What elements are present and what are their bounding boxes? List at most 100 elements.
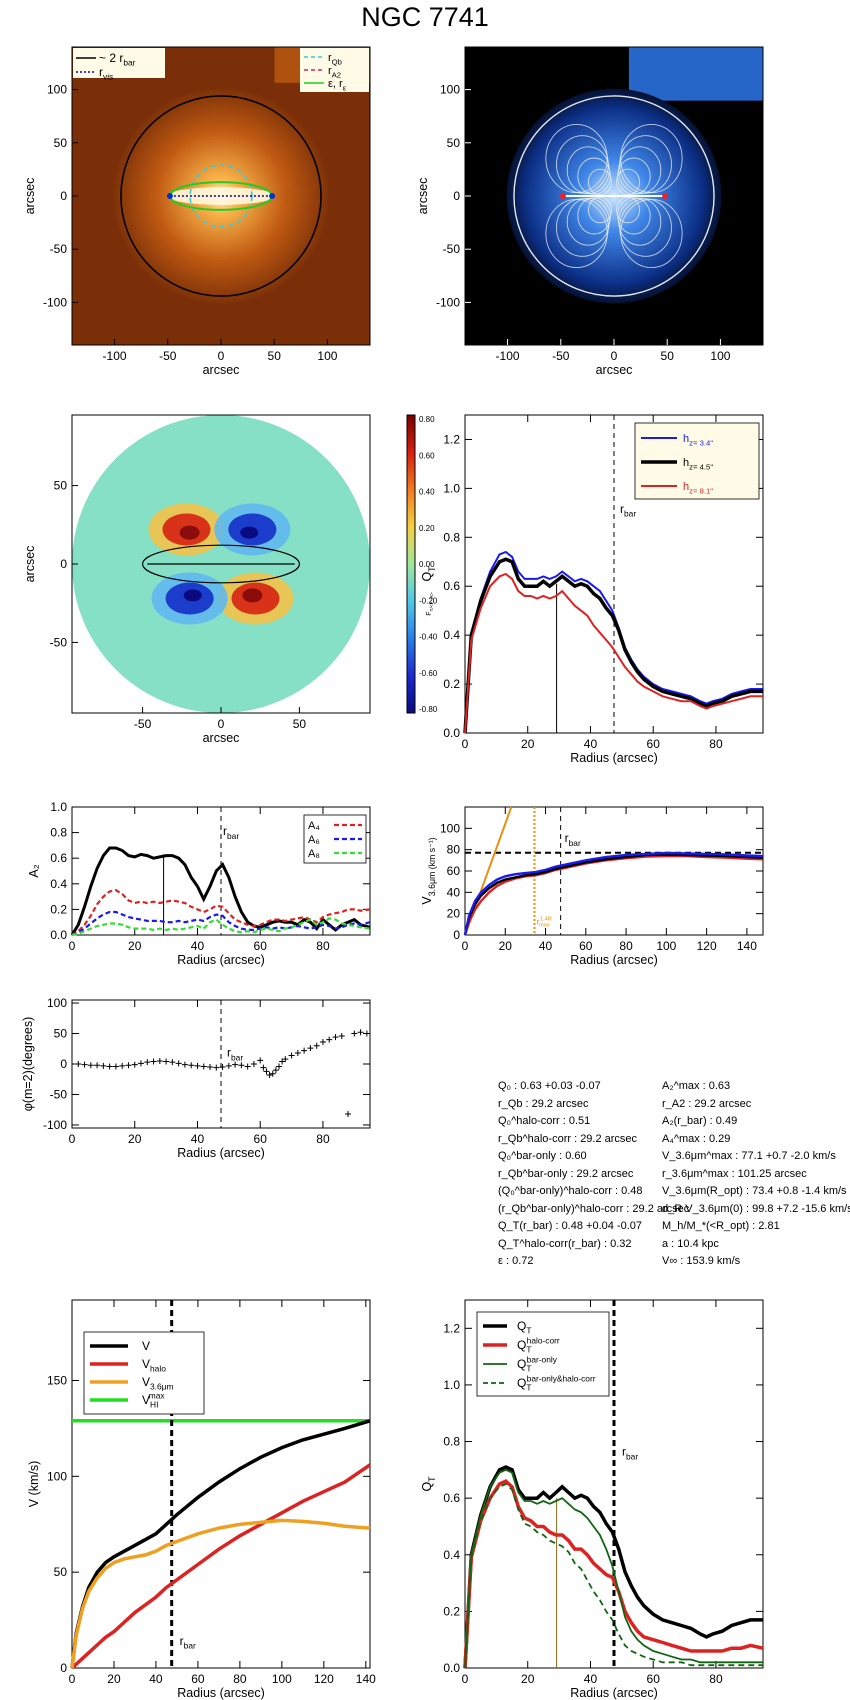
x-axis-label: Radius (arcsec) — [570, 953, 658, 967]
x-tick-label: 100 — [317, 349, 337, 363]
force-contour — [566, 146, 610, 195]
y-tick-label: -100 — [43, 295, 67, 309]
x-tick-label: 0 — [462, 737, 469, 751]
param-right-line: V_3.6μm^max : 77.1 +0.7 -2.0 km/s — [662, 1150, 836, 1162]
x-tick-label: -50 — [134, 717, 152, 731]
parameter-table: Q₀ : 0.63 +0.03 -0.07 r_Qb : 29.2 arcsec Q… — [498, 1080, 850, 1276]
x-tick-label: -100 — [103, 349, 127, 363]
param-left-line: (Q₀^bar-only)^halo-corr : 0.48 — [498, 1185, 643, 1197]
phase-point — [351, 1030, 358, 1037]
y-axis-label: V3.6μm (km s⁻¹) — [420, 837, 437, 904]
force-contour — [577, 197, 611, 235]
x-tick-label: 20 — [499, 939, 513, 953]
y-tick-label: 0.0 — [50, 928, 67, 942]
x-tick-label: 20 — [107, 1672, 121, 1686]
legend-label: ε, rε — [328, 78, 347, 92]
series-line — [71, 889, 371, 936]
rbar-label: rbar — [622, 1445, 638, 1462]
y-tick-label: 0.0 — [443, 726, 460, 740]
legend-label: hz= 8.1'' — [683, 481, 714, 495]
param-left-line: Q_T^halo-corr(r_bar) : 0.32 — [498, 1237, 632, 1250]
x-tick-label: 100 — [710, 349, 730, 363]
series-line — [463, 557, 763, 734]
positive-core — [242, 588, 263, 603]
phase-point — [260, 1064, 267, 1071]
y-axis-label: V (km/s) — [27, 1461, 41, 1508]
x-tick-label: 20 — [128, 939, 142, 953]
series-line — [70, 1463, 371, 1670]
force-contour — [616, 196, 640, 224]
legend-label: V3.6μm — [142, 1375, 173, 1392]
param-right-line: M_h/M_*(<R_opt) : 2.81 — [662, 1220, 780, 1232]
series-line — [463, 854, 764, 936]
colorbar-tick-label: 0.20 — [419, 524, 435, 533]
x-tick-label: 60 — [647, 1672, 661, 1686]
x-tick-label: 50 — [268, 349, 282, 363]
force-field-panel: -100 -50 0 50 100 -100 -50 0 50 100 arcsec arcsec — [416, 46, 764, 377]
ratio-map-panel: -50 0 50 -50 0 50 arcsec arcsec 0.80 0.60 0.40 0.20… — [23, 414, 438, 745]
param-right-line: V∞ : 153.9 km/s — [662, 1255, 741, 1267]
force-contour — [556, 198, 609, 257]
legend-label: hz= 4.5'' — [683, 457, 714, 471]
x-tick-label: 100 — [272, 1672, 292, 1686]
y-tick-label: 0.2 — [443, 677, 460, 691]
rbar-label: rbar — [223, 824, 239, 841]
legend-label: QT — [517, 1319, 531, 1336]
plot-frame — [71, 1299, 371, 1669]
phase-point — [131, 1061, 138, 1068]
phase-point — [225, 1062, 232, 1069]
colorbar-tick-label: -0.80 — [419, 705, 438, 714]
bar-end-marker — [662, 193, 669, 199]
x-tick-label: 140 — [737, 939, 757, 953]
colorbar-tick-label: -0.40 — [419, 633, 438, 642]
series-line — [70, 1518, 371, 1669]
legend-label: A₈ — [308, 848, 320, 860]
phase-point — [150, 1058, 157, 1065]
legend-label: QTbar-only — [517, 1355, 558, 1374]
force-contour — [616, 168, 640, 196]
y-tick-label: -50 — [50, 635, 68, 649]
y-axis-label: arcsec — [416, 178, 430, 215]
x-tick-label: 80 — [316, 939, 330, 953]
phase-point — [279, 1058, 286, 1065]
phase-point — [244, 1063, 251, 1070]
legend-label: rA2 — [328, 65, 341, 79]
y-tick-label: 0.4 — [50, 877, 67, 891]
legend-label: QTbar-only&halo-corr — [517, 1374, 596, 1393]
phase-point — [156, 1057, 163, 1064]
negative-core — [183, 589, 202, 602]
param-left-line: ε : 0.72 — [498, 1255, 534, 1267]
phase-point — [125, 1062, 132, 1069]
y-tick-label: -50 — [50, 1087, 68, 1101]
y-tick-label: 40 — [447, 885, 461, 899]
x-axis-label: arcsec — [203, 363, 240, 377]
y-tick-label: 100 — [440, 821, 460, 835]
y-axis-label: arcsec — [23, 178, 37, 215]
y-tick-label: 0.4 — [443, 628, 460, 642]
bar-circle — [513, 95, 715, 297]
x-tick-label: -50 — [159, 349, 177, 363]
x-tick-label: 80 — [316, 1132, 330, 1146]
phase-point — [188, 1062, 195, 1069]
phase-point — [238, 1062, 245, 1069]
x-axis-label: Radius (arcsec) — [177, 1146, 265, 1160]
force-contour — [556, 135, 609, 194]
series-line — [463, 851, 764, 936]
force-contour — [619, 135, 672, 194]
phase-point — [175, 1060, 182, 1067]
bar-ellipse — [141, 544, 301, 584]
x-tick-label: 80 — [233, 1672, 247, 1686]
phase-point — [100, 1062, 107, 1069]
phase-point — [326, 1036, 333, 1043]
phase-point — [181, 1061, 188, 1068]
legend-label: Vhalo — [142, 1357, 166, 1374]
legend-label: rvis — [99, 65, 113, 82]
x-tick-label: 20 — [521, 737, 535, 751]
legend-label: QThalo-corr — [517, 1336, 560, 1355]
series-line — [463, 1465, 763, 1669]
x-tick-label: 60 — [191, 1672, 205, 1686]
x-axis-label: Radius (arcsec) — [177, 953, 265, 967]
y-tick-label: 0.2 — [443, 1604, 460, 1618]
x-axis-label: arcsec — [596, 363, 633, 377]
